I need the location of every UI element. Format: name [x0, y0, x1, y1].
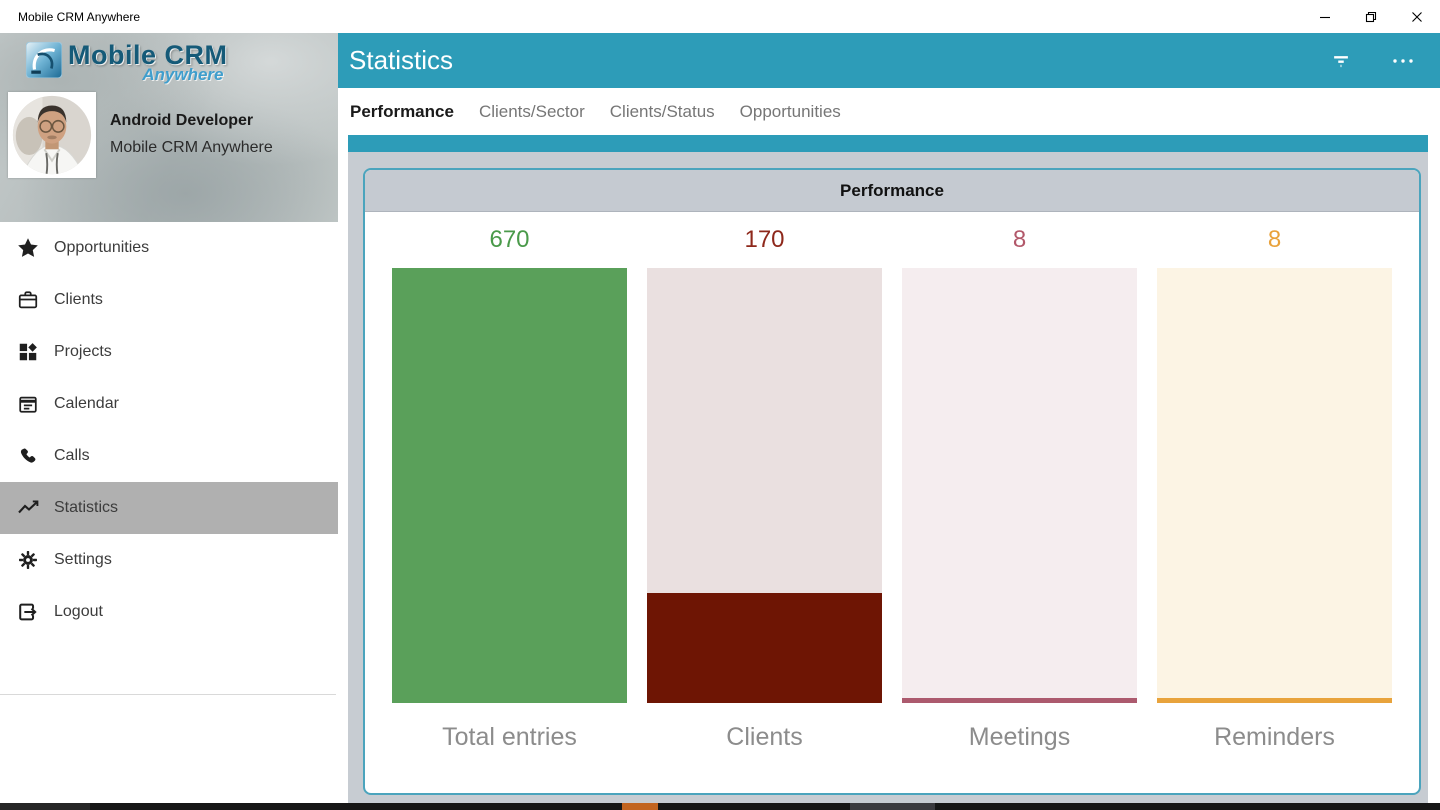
bar-value: 8 [1267, 226, 1282, 253]
more-icon [1393, 58, 1413, 63]
sidebar-item-label: Statistics [54, 499, 119, 516]
logo-title: Mobile CRM [68, 40, 228, 70]
logo-subtitle: Anywhere [142, 65, 224, 84]
header-actions [1318, 40, 1440, 82]
profile: Android Developer Mobile CRM Anywhere [8, 92, 273, 178]
main-content: Statistics Performance Clients/Sector Cl… [338, 33, 1440, 810]
taskbar-strip [0, 803, 1440, 810]
tab-opportunities[interactable]: Opportunities [739, 101, 841, 121]
bar-column-reminders: 8 Reminders [1157, 212, 1392, 793]
sidebar-header: Mobile CRM Anywhere [0, 33, 338, 222]
performance-card: Performance 670 Total entries 170 Client… [363, 168, 1421, 795]
sidebar-item-projects[interactable]: Projects [0, 326, 338, 378]
app-logo: Mobile CRM Anywhere [25, 40, 228, 85]
logout-icon [16, 600, 40, 624]
tab-performance[interactable]: Performance [350, 101, 454, 121]
filter-icon [1334, 55, 1348, 67]
phone-icon [16, 444, 40, 468]
avatar [8, 92, 96, 178]
sidebar-item-calendar[interactable]: Calendar [0, 378, 338, 430]
star-icon [16, 236, 40, 260]
chart-title: Performance [365, 170, 1419, 212]
bar-label: Meetings [968, 723, 1071, 751]
close-button[interactable] [1394, 0, 1440, 33]
sidebar-item-settings[interactable]: Settings [0, 534, 338, 586]
sidebar-divider [0, 694, 336, 695]
restore-button[interactable] [1348, 0, 1394, 33]
bar-track [1157, 268, 1392, 703]
bar-fill [1157, 697, 1392, 703]
bar-column-total-entries: 670 Total entries [392, 212, 627, 793]
bar-fill [647, 592, 882, 703]
sidebar-item-label: Settings [54, 551, 112, 568]
page-header: Statistics [338, 33, 1440, 88]
sidebar-item-opportunities[interactable]: Opportunities [0, 222, 338, 274]
titlebar: Mobile CRM Anywhere [0, 0, 1440, 33]
line-chart-icon [16, 496, 40, 520]
briefcase-icon [16, 288, 40, 312]
profile-org: Mobile CRM Anywhere [110, 139, 273, 156]
tabbar: Performance Clients/Sector Clients/Statu… [338, 88, 1440, 135]
filter-button[interactable] [1318, 40, 1364, 82]
logo-text: Mobile CRM Anywhere [68, 40, 228, 85]
bar-value: 8 [1012, 226, 1027, 253]
sidebar-item-label: Clients [54, 291, 103, 308]
restore-icon [1365, 11, 1377, 22]
sidebar-item-logout[interactable]: Logout [0, 586, 338, 638]
sidebar-item-label: Calendar [54, 395, 119, 412]
calendar-icon [16, 392, 40, 416]
sidebar-menu: Opportunities Clients Projects Calendar [0, 222, 338, 638]
sidebar: Mobile CRM Anywhere [0, 33, 338, 810]
grid-icon [16, 340, 40, 364]
bar-label: Reminders [1214, 723, 1335, 751]
bar-label: Clients [726, 723, 803, 751]
logo-icon [25, 41, 63, 79]
bar-column-meetings: 8 Meetings [902, 212, 1137, 793]
minimize-icon [1320, 16, 1330, 18]
bar-track [392, 268, 627, 703]
sidebar-item-statistics[interactable]: Statistics [0, 482, 338, 534]
sidebar-item-calls[interactable]: Calls [0, 430, 338, 482]
bar-label: Total entries [442, 723, 577, 751]
bar-column-clients: 170 Clients [647, 212, 882, 793]
bar-track [902, 268, 1137, 703]
bar-chart: 670 Total entries 170 Clients 8 Meetings [365, 212, 1419, 793]
sidebar-item-label: Calls [54, 447, 90, 464]
bar-value: 670 [489, 226, 530, 253]
taskbar-segment [850, 803, 935, 810]
bar-track [647, 268, 882, 703]
tab-clients-sector[interactable]: Clients/Sector [478, 101, 585, 121]
taskbar-segment [0, 803, 90, 810]
more-button[interactable] [1380, 40, 1426, 82]
gear-icon [16, 548, 40, 572]
bar-fill [902, 697, 1137, 703]
page-title: Statistics [349, 45, 454, 75]
chart-area-strip [348, 135, 1428, 152]
minimize-button[interactable] [1302, 0, 1348, 33]
window-controls [1302, 0, 1440, 33]
profile-text: Android Developer Mobile CRM Anywhere [110, 92, 273, 157]
sidebar-item-label: Projects [54, 343, 112, 360]
window-title: Mobile CRM Anywhere [18, 9, 141, 24]
tab-clients-status[interactable]: Clients/Status [609, 101, 715, 121]
taskbar-segment [622, 803, 658, 810]
chart-panel: Performance 670 Total entries 170 Client… [348, 152, 1428, 803]
profile-name: Android Developer [110, 112, 254, 129]
sidebar-item-label: Opportunities [54, 239, 150, 256]
bar-fill [392, 268, 627, 703]
sidebar-item-label: Logout [54, 603, 103, 620]
bar-value: 170 [744, 226, 785, 253]
close-icon [1412, 11, 1422, 22]
sidebar-item-clients[interactable]: Clients [0, 274, 338, 326]
